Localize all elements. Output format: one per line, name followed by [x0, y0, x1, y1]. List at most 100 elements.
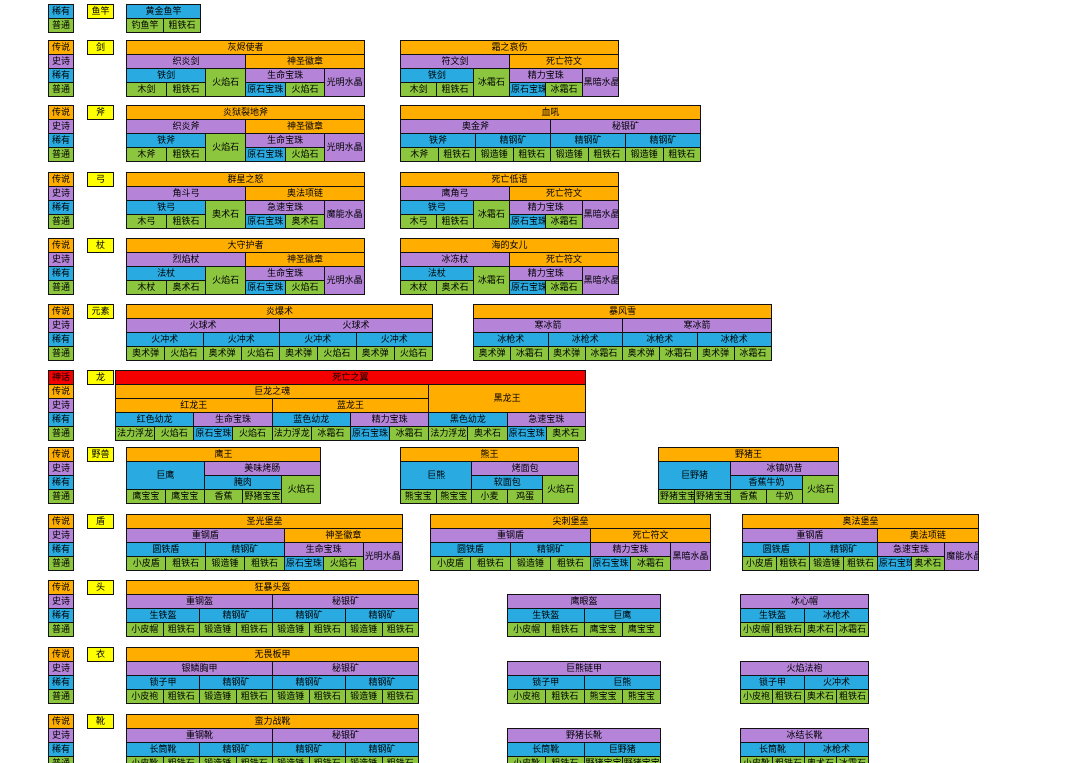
item-cell: 奥术弹 [202, 346, 242, 361]
tree-row: 传说 [48, 304, 74, 319]
tree-row: 杖 [87, 238, 114, 253]
tree-row: 奥金斧 秘银矿 [400, 119, 702, 134]
item-cell: 粗铁石 [308, 756, 346, 763]
item-cell: 粗铁石 [162, 756, 200, 763]
item-cell: 精钢矿 [344, 608, 420, 623]
item-cell: 木斧 [400, 147, 439, 162]
item-cell: 银鳞胸甲 [126, 661, 273, 676]
tree-row: 重钢盾 奥法项链 [742, 528, 980, 543]
rarity-label-common: 普通 [48, 489, 74, 504]
item-cell: 小皮靴 [740, 756, 773, 763]
tree-row: 野猪长靴 [506, 728, 662, 743]
tree-row: 生铁盔 巨鹰 [507, 608, 662, 623]
item-cell: 原石宝珠 [193, 426, 234, 441]
item-cell: 暴风雪 [472, 304, 773, 319]
item-cell: 奥术弹 [472, 346, 512, 361]
item-cell: 锻造锤 [345, 689, 383, 704]
item-cell: 烤面包 [471, 461, 579, 476]
item-cell: 冰霜石 [733, 346, 773, 361]
item-cell: 海的女儿 [400, 238, 619, 253]
item-cell: 冰镇奶昔 [729, 461, 840, 476]
item-cell: 神圣徽章 [283, 528, 404, 543]
tree-row: 普通 [48, 147, 74, 162]
item-cell: 符文剑 [400, 54, 510, 69]
tree-row: 锁子甲 火冲术 [740, 675, 870, 690]
item-cell: 粗铁石 [244, 556, 285, 571]
item-cell: 精钢矿 [344, 675, 420, 690]
item-cell: 灰烬使者 [126, 40, 365, 55]
item-cell: 锻造锤 [550, 147, 589, 162]
item-cell: 火焰石 [154, 426, 195, 441]
item-cell: 冰冻杖 [400, 252, 510, 267]
item-cell: 冰霜石 [472, 68, 510, 97]
tree-row: 熊王 [400, 447, 579, 462]
rarity-label-rare: 稀有 [48, 266, 74, 281]
item-cell: 冰枪术 [622, 332, 698, 347]
tree-row: 普通 [48, 426, 74, 441]
tree-row: 生铁盔 冰枪术 [740, 608, 870, 623]
item-cell: 火焰石 [232, 426, 273, 441]
rarity-label-column: 传说 史诗 稀有 普通 [48, 447, 74, 504]
item-cell: 木剑 [126, 82, 167, 97]
tree-row: 稀有 [48, 412, 74, 427]
item-cell: 锻造锤 [809, 556, 845, 571]
rarity-label-rare: 稀有 [48, 475, 74, 490]
tree-row: 红色幼龙 生命宝珠 蓝色幼龙 精力宝珠 黑色幼龙 急速宝珠 [114, 412, 586, 427]
rarity-label-epic: 史诗 [48, 186, 74, 201]
crafting-tree: 海的女儿 冰冻杖 死亡符文 法杖 冰霜石 精力宝珠 黑暗水晶 木杖 奥术石 原石宝珠 冰霜石 [399, 238, 619, 295]
item-cell: 粗铁石 [662, 147, 702, 162]
item-cell: 火冲术 [803, 675, 870, 690]
item-cell: 织炎剑 [126, 54, 246, 69]
item-cell: 锁子甲 [507, 675, 585, 690]
rarity-label-common: 普通 [48, 147, 74, 162]
item-cell: 小皮盾 [430, 556, 471, 571]
item-cell: 铁剑 [400, 68, 474, 83]
tree-row: 重钢盾 神圣徽章 [126, 528, 404, 543]
item-cell: 粗铁石 [308, 622, 346, 637]
item-cell: 巨野猪 [658, 461, 731, 490]
tree-row: 小皮靴 粗铁石 野猪宝宝 野猪宝宝 [506, 756, 662, 763]
tree-row: 法杖 冰霜石 精力宝珠 黑暗水晶 [400, 266, 619, 295]
item-cell: 火焰石 [801, 475, 840, 504]
item-cell: 精钢矿 [272, 675, 346, 690]
tree-row: 普通 [48, 556, 74, 571]
item-cell: 钓鱼竿 [126, 18, 164, 33]
item-cell: 霜之哀伤 [400, 40, 619, 55]
category-label: 衣 [87, 647, 114, 662]
item-cell: 巨熊 [399, 461, 473, 490]
tree-row: 炎狱裂地斧 [126, 105, 365, 120]
tree-row: 普通 [48, 214, 74, 229]
tree-row: 小皮靴 粗铁石 奥术石 冰霜石 [740, 756, 870, 763]
crafting-tree: 鹰王 巨鹰 美味烤肠 腌肉 火焰石 鹰宝宝 鹰宝宝 香蕉 野猪宝宝 [126, 447, 321, 504]
item-cell: 黑暗水晶 [581, 68, 619, 97]
tree-row: 传说 [48, 384, 74, 399]
item-cell: 火冲术 [355, 332, 434, 347]
item-cell: 冰霜石 [472, 200, 510, 229]
item-cell: 粗铁石 [165, 147, 207, 162]
crafting-tree: 炎狱裂地斧 织炎斧 神圣徽章 铁斧 火焰石 生命宝珠 光明水晶 木斧 粗铁石 原石宝珠 火焰石 [125, 105, 365, 162]
rarity-label-epic: 史诗 [48, 54, 74, 69]
tree-row: 稀有 [48, 332, 74, 347]
category-label: 鱼竿 [87, 4, 114, 19]
item-cell: 火焰石 [284, 280, 326, 295]
tree-row: 小皮袍 粗铁石 锻造锤 粗铁石 锻造锤 粗铁石 锻造锤 粗铁石 [126, 689, 420, 704]
tree-row: 小皮帽 粗铁石 奥术石 冰霜石 [740, 622, 870, 637]
crafting-tree: 冰心帽 生铁盔 冰枪术 小皮帽 粗铁石 奥术石 冰霜石 [739, 594, 870, 637]
item-cell: 精钢矿 [809, 542, 878, 557]
rarity-label-epic: 史诗 [48, 318, 74, 333]
item-cell: 小皮袍 [740, 689, 773, 704]
tree-row: 弓 [87, 172, 114, 187]
item-cell: 粗铁石 [162, 689, 200, 704]
rarity-label-common: 普通 [48, 82, 74, 97]
tree-row: 斧 [87, 105, 114, 120]
tree-row: 稀有 [48, 542, 74, 557]
tree-row: 野猪宝宝 野猪宝宝 香蕉 牛奶 [658, 489, 839, 504]
item-cell: 粗铁石 [550, 556, 591, 571]
item-cell: 火焰石 [317, 346, 357, 361]
tree-row: 史诗 [48, 398, 74, 413]
item-cell: 寒冰箭 [473, 318, 623, 333]
item-cell: 火焰石 [205, 68, 246, 97]
crafting-tree: 狂暴头盔 重钢盔 秘银矿 生铁盔 精钢矿 精钢矿 精钢矿 小皮帽 粗铁石 锻造锤 粗铁石 锻造锤 粗铁石… [125, 580, 420, 637]
item-cell: 精钢矿 [475, 133, 551, 148]
item-cell: 火焰石 [393, 346, 434, 361]
